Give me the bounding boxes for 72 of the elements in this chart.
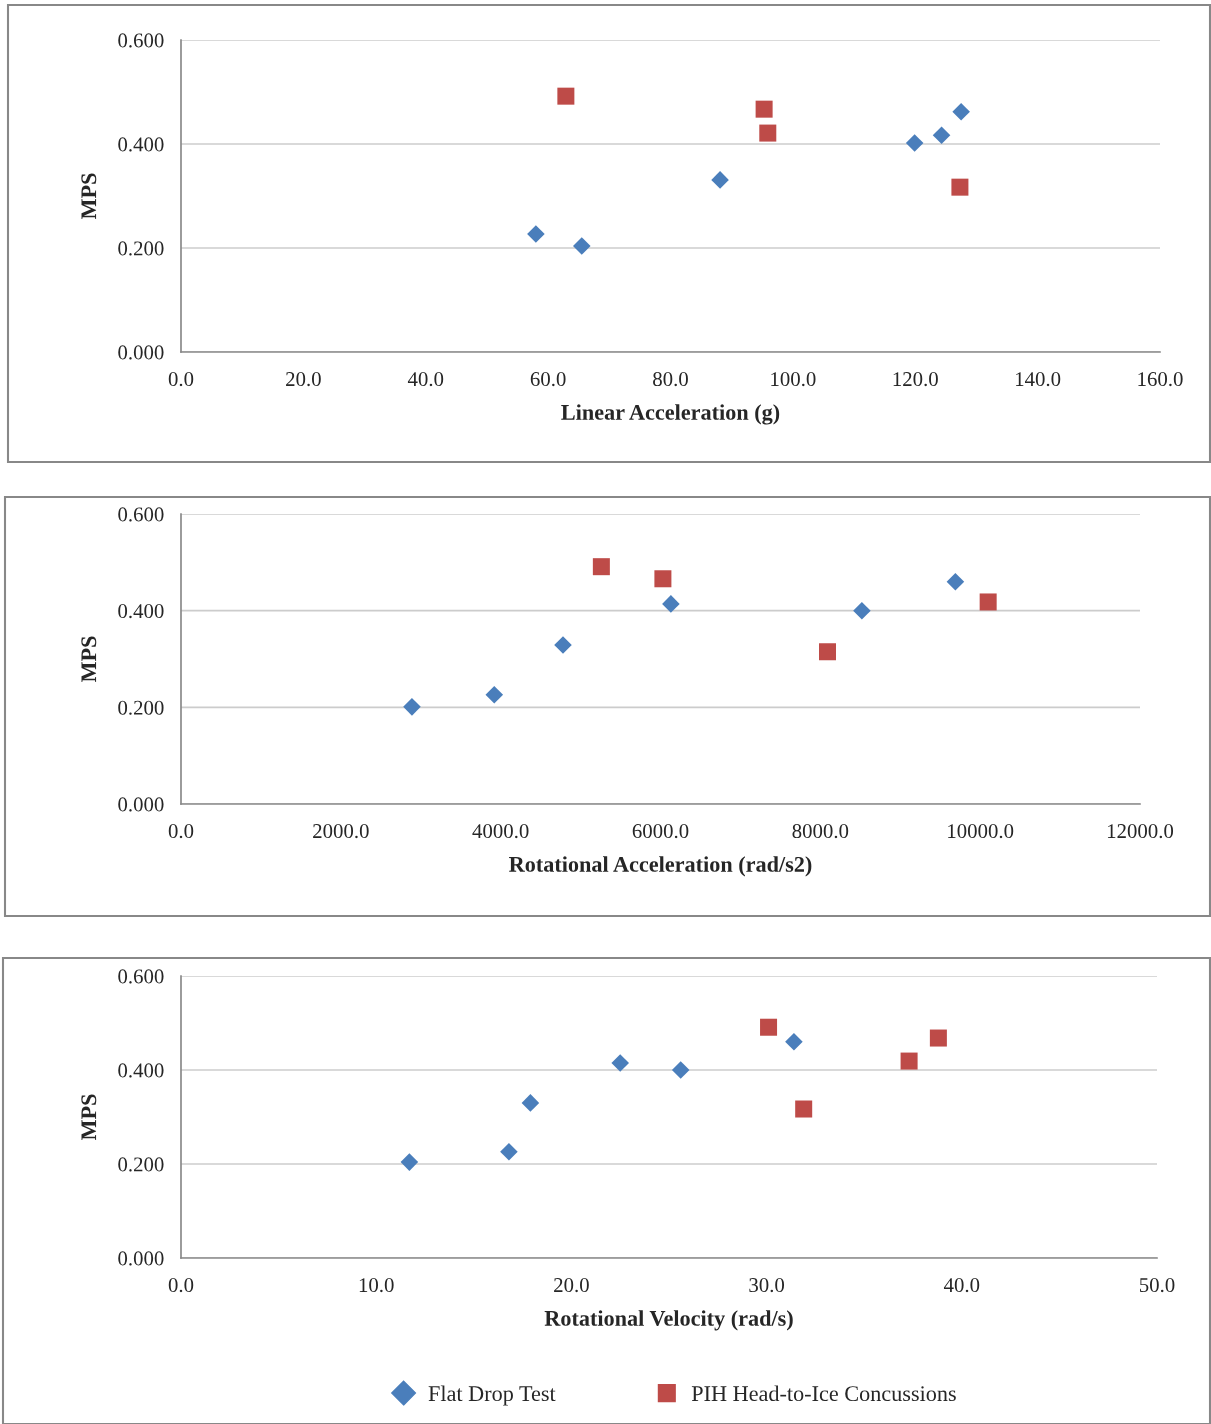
- point: [572, 237, 591, 255]
- point: [760, 1018, 778, 1036]
- y-tick-label: 0.600: [118, 507, 164, 522]
- y-tick-label: 0.200: [118, 700, 164, 715]
- point: [662, 595, 680, 613]
- x-tick-label: 10000.0: [948, 824, 1014, 839]
- x-tick-label: 4000.0: [472, 824, 529, 839]
- y-tick-label: 0.000: [118, 345, 164, 360]
- y-axis-title: MPS: [81, 173, 97, 220]
- x-axis-title: Rotational Velocity (rad/s): [544, 1310, 793, 1331]
- point: [905, 134, 924, 152]
- point: [900, 1052, 918, 1070]
- x-tick-label: 8000.0: [792, 824, 849, 839]
- point: [711, 171, 729, 189]
- point: [521, 1094, 540, 1112]
- point: [592, 558, 610, 576]
- x-tick-label: 160.0: [1138, 372, 1183, 387]
- y-axis-title: MPS: [81, 1094, 97, 1141]
- point: [611, 1054, 629, 1072]
- point: [952, 102, 970, 121]
- point: [759, 124, 777, 142]
- x-tick-label: 20.0: [554, 1278, 589, 1293]
- point: [951, 178, 969, 196]
- x-tick-label: 40.0: [943, 1278, 980, 1293]
- x-tick-label: 140.0: [1016, 372, 1061, 387]
- x-axis-title: Rotational Acceleration (rad/s2): [509, 856, 812, 877]
- point: [654, 570, 672, 588]
- x-tick-label: 6000.0: [632, 824, 689, 839]
- x-tick-label: 2000.0: [313, 824, 369, 839]
- x-tick-label: 100.0: [771, 372, 816, 387]
- y-tick-label: 0.400: [118, 137, 164, 152]
- y-tick-label: 0.400: [118, 604, 164, 619]
- point: [755, 100, 773, 118]
- y-tick-label: 0.600: [118, 969, 164, 984]
- point: [557, 87, 575, 105]
- y-tick-label: 0.600: [118, 33, 164, 48]
- y-tick-label: 0.000: [118, 797, 164, 812]
- point: [932, 126, 951, 144]
- x-tick-label: 60.0: [530, 372, 566, 387]
- x-tick-label: 120.0: [893, 372, 938, 387]
- legend-label: PIH Head-to-Ice Concussions: [691, 1385, 956, 1402]
- point: [403, 698, 421, 716]
- point: [554, 636, 572, 654]
- x-tick-label: 80.0: [653, 372, 688, 387]
- point: [819, 643, 837, 661]
- point: [979, 593, 997, 611]
- point: [853, 601, 871, 620]
- x-tick-label: 40.0: [407, 372, 444, 387]
- point: [946, 572, 965, 591]
- y-tick-label: 0.200: [118, 241, 164, 256]
- x-tick-label: 0.0: [168, 372, 194, 387]
- point: [785, 1033, 803, 1051]
- x-tick-label: 0.0: [168, 824, 194, 839]
- point: [671, 1061, 690, 1079]
- y-tick-label: 0.400: [118, 1063, 164, 1078]
- x-tick-label: 0.0: [168, 1278, 194, 1293]
- x-tick-label: 12000.0: [1107, 824, 1174, 839]
- point: [527, 225, 545, 243]
- point: [929, 1029, 947, 1047]
- point: [795, 1100, 813, 1118]
- y-tick-label: 0.200: [118, 1157, 164, 1172]
- x-tick-label: 10.0: [359, 1278, 394, 1293]
- x-axis-title: Linear Acceleration (g): [561, 404, 780, 425]
- point: [500, 1143, 518, 1161]
- y-tick-label: 0.000: [118, 1251, 164, 1266]
- x-tick-label: 20.0: [286, 372, 321, 387]
- x-tick-label: 30.0: [749, 1278, 785, 1293]
- legend-label: Flat Drop Test: [428, 1385, 556, 1406]
- point: [485, 685, 504, 704]
- x-tick-label: 50.0: [1139, 1278, 1175, 1293]
- y-axis-title: MPS: [81, 636, 97, 683]
- point: [400, 1153, 419, 1171]
